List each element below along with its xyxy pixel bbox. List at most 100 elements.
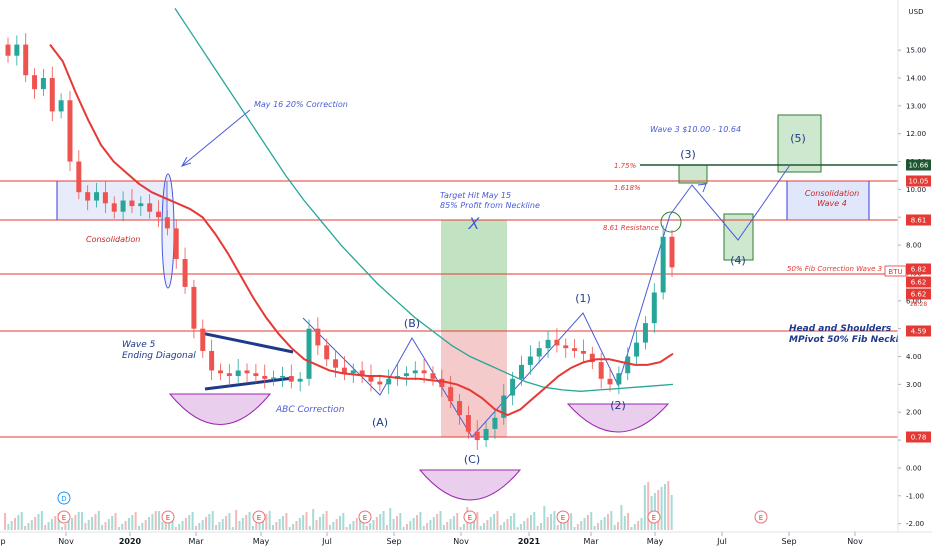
annotation-head-shoulders-2: MPivot 50% Fib Neckline — [789, 335, 914, 345]
volume-bar — [74, 515, 77, 530]
volume-bar — [647, 482, 650, 530]
volume-bar — [7, 524, 10, 530]
candle-body — [403, 373, 409, 377]
volume-bar — [499, 525, 502, 530]
volume-bar — [580, 521, 583, 530]
volume-bar — [610, 511, 613, 530]
volume-bar — [345, 527, 348, 530]
wave4-box — [723, 213, 754, 261]
volume-bar — [134, 512, 137, 530]
price-tag: 6.62 — [911, 279, 927, 287]
volume-bar — [529, 515, 532, 530]
highlight-circle-peak — [660, 211, 682, 233]
candle-body — [634, 342, 640, 357]
earnings-marker-label: E — [652, 514, 656, 522]
volume-bar — [543, 506, 546, 530]
earnings-marker[interactable] — [463, 510, 477, 524]
candle-body — [607, 378, 613, 385]
candle-body — [536, 348, 542, 357]
earnings-marker[interactable] — [358, 510, 372, 524]
candle-body — [510, 378, 516, 396]
candle-body — [430, 373, 436, 379]
volume-bar — [503, 522, 506, 530]
volume-bar — [245, 515, 248, 530]
earnings-marker[interactable] — [252, 510, 266, 524]
candle-body — [483, 428, 489, 441]
diagonal-lower — [204, 376, 294, 391]
earnings-marker[interactable] — [161, 510, 175, 524]
annotation-abc: ABC Correction — [275, 405, 345, 415]
volume-bar — [228, 513, 231, 530]
volume-bar — [439, 511, 442, 530]
candle-body — [209, 350, 215, 371]
volume-bar — [141, 523, 144, 530]
highlight-ellipse-left — [161, 173, 175, 289]
earnings-marker[interactable] — [556, 510, 570, 524]
volume-bar — [506, 519, 509, 530]
price-tag: 4.59 — [911, 328, 927, 336]
candle-body — [669, 236, 675, 268]
volume-bar — [241, 518, 244, 530]
volume-bar — [395, 516, 398, 530]
x-tick-label: Sep — [386, 537, 401, 546]
candle-body — [85, 192, 91, 201]
price-tag-box — [906, 159, 931, 171]
candle-body — [368, 376, 374, 382]
volume-bar — [325, 511, 328, 530]
volume-bar — [184, 518, 187, 530]
volume-bar — [459, 527, 462, 530]
earnings-marker[interactable] — [57, 510, 71, 524]
candle-body — [527, 356, 533, 365]
volume-bar — [513, 513, 516, 530]
price-tags: 10.66 10.05 8.61 6.82 6.62 6.62 4.59 0.78 28:28 — [906, 159, 931, 443]
cup-shape-bottom — [418, 469, 522, 501]
volume-bar — [268, 511, 271, 530]
volume-bar — [583, 518, 586, 530]
candle-body — [288, 376, 294, 382]
candle-body — [465, 415, 471, 432]
volume-bar — [164, 519, 167, 530]
annotation-fib-1618: 1.618% — [614, 184, 641, 192]
volume-bar — [81, 512, 84, 530]
volume-bar — [161, 522, 164, 530]
earnings-marker[interactable] — [754, 510, 768, 524]
candle-body — [315, 328, 321, 346]
volume-bar — [657, 490, 660, 530]
candle-body — [572, 348, 578, 351]
candle-body — [111, 203, 117, 212]
wave-label-b: (B) — [404, 317, 420, 330]
volume-bar — [308, 526, 311, 530]
candle-body — [412, 370, 418, 374]
dividend-marker[interactable] — [57, 491, 71, 505]
volume-bar — [596, 523, 599, 530]
volume-bar — [50, 519, 53, 530]
y-tick-label: 0.00 — [906, 464, 922, 472]
volume-bar — [127, 518, 130, 530]
earnings-marker[interactable] — [647, 510, 661, 524]
volume-bar — [452, 516, 455, 530]
candle-body — [67, 100, 73, 162]
volume-bar — [536, 526, 539, 530]
candle-body — [501, 395, 507, 418]
candle-body — [217, 370, 223, 374]
y-tick-label: 2.00 — [906, 409, 922, 417]
candle-body — [58, 100, 64, 112]
volume-bar — [255, 523, 258, 530]
candle-body — [598, 362, 604, 379]
price-tag: 0.78 — [911, 434, 927, 442]
candle-body — [182, 259, 188, 287]
wave-label-1: (1) — [575, 292, 591, 305]
annotation-consolidation-right-1: Consolidation — [805, 189, 859, 198]
volume-bar — [322, 514, 325, 530]
volume-bar — [265, 514, 268, 530]
volume-bar — [359, 515, 362, 530]
wave-label-c: (C) — [464, 453, 480, 466]
volume-bar — [476, 512, 479, 530]
candle-body — [138, 203, 144, 207]
volume-bar — [248, 512, 251, 530]
volume-bar — [419, 512, 422, 530]
volume-bar — [71, 518, 73, 530]
y-tick-label: 14.00 — [906, 74, 926, 82]
cup-shape-right — [566, 403, 670, 433]
